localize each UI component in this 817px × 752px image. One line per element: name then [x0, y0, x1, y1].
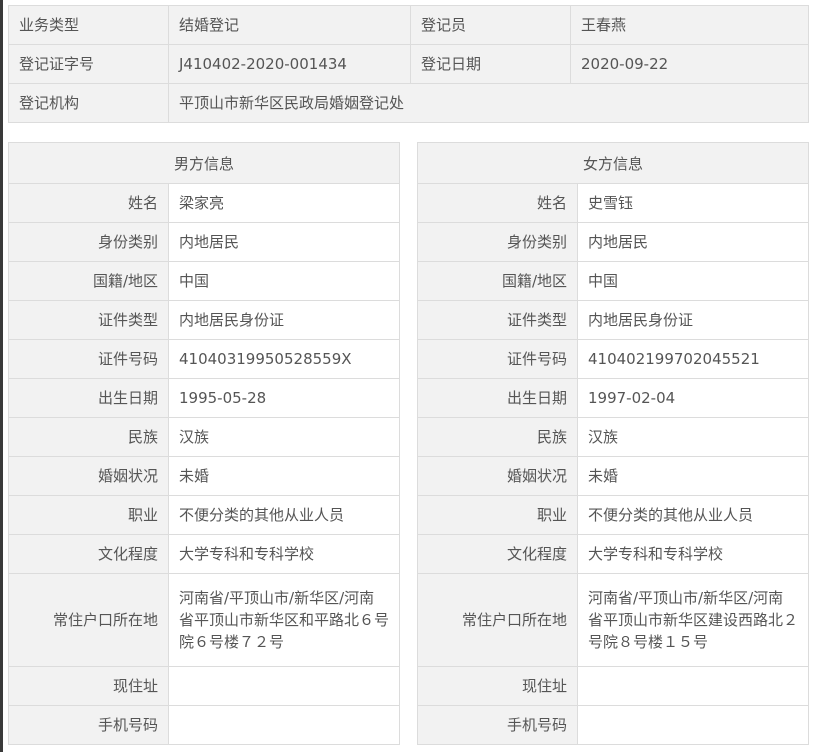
- table-row: 手机号码: [8, 705, 400, 745]
- date-value: 2020-09-22: [570, 44, 809, 84]
- male-field-label: 证件号码: [8, 339, 169, 379]
- female-field-value: 河南省/平顶山市/新华区/河南省平顶山市新华区建设西路北２号院８号楼１５号: [577, 573, 809, 667]
- window-edge: [0, 0, 3, 752]
- male-field-label: 婚姻状况: [8, 456, 169, 496]
- business-type-value: 结婚登记: [168, 5, 411, 45]
- male-field-value: 内地居民: [168, 222, 400, 262]
- male-field-label: 文化程度: [8, 534, 169, 574]
- male-field-label: 职业: [8, 495, 169, 535]
- male-field-value: 中国: [168, 261, 400, 301]
- table-row: 登记机构 平顶山市新华区民政局婚姻登记处: [8, 83, 809, 123]
- female-field-value: [577, 666, 809, 706]
- female-field-value: 不便分类的其他从业人员: [577, 495, 809, 535]
- female-field-label: 手机号码: [417, 705, 578, 745]
- female-field-label: 婚姻状况: [417, 456, 578, 496]
- table-row: 职业 不便分类的其他从业人员: [8, 495, 400, 535]
- cert-no-value: J410402-2020-001434: [168, 44, 411, 84]
- registrar-label: 登记员: [410, 5, 571, 45]
- table-row: 职业 不便分类的其他从业人员: [417, 495, 809, 535]
- female-info-title: 女方信息: [417, 142, 809, 184]
- table-row: 身份类别 内地居民: [8, 222, 400, 262]
- male-field-label: 出生日期: [8, 378, 169, 418]
- table-row: 姓名 史雪钰: [417, 183, 809, 223]
- male-field-label: 手机号码: [8, 705, 169, 745]
- female-field-label: 国籍/地区: [417, 261, 578, 301]
- female-field-value: 汉族: [577, 417, 809, 457]
- registration-table: 业务类型 结婚登记 登记员 王春燕 登记证字号 J410402-2020-001…: [8, 5, 809, 123]
- male-field-value: [168, 666, 400, 706]
- female-field-label: 民族: [417, 417, 578, 457]
- registrar-value: 王春燕: [570, 5, 809, 45]
- table-row: 证件号码 410402199702045521: [417, 339, 809, 379]
- female-field-label: 职业: [417, 495, 578, 535]
- cert-no-label: 登记证字号: [8, 44, 169, 84]
- table-row: 文化程度 大学专科和专科学校: [8, 534, 400, 574]
- table-row: 婚姻状况 未婚: [8, 456, 400, 496]
- male-field-value: 梁家亮: [168, 183, 400, 223]
- female-field-value: 大学专科和专科学校: [577, 534, 809, 574]
- table-row: 现住址: [417, 666, 809, 706]
- table-row: 婚姻状况 未婚: [417, 456, 809, 496]
- business-type-label: 业务类型: [8, 5, 169, 45]
- female-field-label: 现住址: [417, 666, 578, 706]
- male-field-label: 现住址: [8, 666, 169, 706]
- male-field-label: 姓名: [8, 183, 169, 223]
- male-field-label: 民族: [8, 417, 169, 457]
- table-row: 文化程度 大学专科和专科学校: [417, 534, 809, 574]
- table-row: 证件类型 内地居民身份证: [8, 300, 400, 340]
- table-row: 出生日期 1995-05-28: [8, 378, 400, 418]
- male-field-value: 河南省/平顶山市/新华区/河南省平顶山市新华区和平路北６号院６号楼７２号: [168, 573, 400, 667]
- male-info-title: 男方信息: [8, 142, 400, 184]
- table-row: 民族 汉族: [8, 417, 400, 457]
- table-row: 姓名 梁家亮: [8, 183, 400, 223]
- table-row: 证件号码 41040319950528559X: [8, 339, 400, 379]
- male-field-value: 1995-05-28: [168, 378, 400, 418]
- table-row: 业务类型 结婚登记 登记员 王春燕: [8, 5, 809, 45]
- female-field-label: 姓名: [417, 183, 578, 223]
- table-row: 常住户口所在地 河南省/平顶山市/新华区/河南省平顶山市新华区建设西路北２号院８号…: [417, 573, 809, 667]
- female-field-label: 文化程度: [417, 534, 578, 574]
- male-field-label: 身份类别: [8, 222, 169, 262]
- table-row: 手机号码: [417, 705, 809, 745]
- table-row: 证件类型 内地居民身份证: [417, 300, 809, 340]
- male-field-value: 汉族: [168, 417, 400, 457]
- female-field-label: 出生日期: [417, 378, 578, 418]
- female-field-label: 常住户口所在地: [417, 573, 578, 667]
- female-info-table: 女方信息 姓名 史雪钰 身份类别 内地居民 国籍/地区 中国 证件类型 内地居民身份证 证件号码 4…: [417, 142, 809, 745]
- agency-label: 登记机构: [8, 83, 169, 123]
- date-label: 登记日期: [410, 44, 571, 84]
- male-field-value: 大学专科和专科学校: [168, 534, 400, 574]
- male-field-value: 未婚: [168, 456, 400, 496]
- male-info-table: 男方信息 姓名 梁家亮 身份类别 内地居民 国籍/地区 中国 证件类型 内地居民身份证 证件号码 4…: [8, 142, 400, 745]
- table-row: 常住户口所在地 河南省/平顶山市/新华区/河南省平顶山市新华区和平路北６号院６号楼…: [8, 573, 400, 667]
- male-field-value: 41040319950528559X: [168, 339, 400, 379]
- male-field-label: 国籍/地区: [8, 261, 169, 301]
- male-field-value: [168, 705, 400, 745]
- table-row: 身份类别 内地居民: [417, 222, 809, 262]
- female-field-value: 史雪钰: [577, 183, 809, 223]
- female-field-value: 内地居民身份证: [577, 300, 809, 340]
- male-field-value: 不便分类的其他从业人员: [168, 495, 400, 535]
- agency-value: 平顶山市新华区民政局婚姻登记处: [168, 83, 809, 123]
- female-field-value: 1997-02-04: [577, 378, 809, 418]
- table-row: 国籍/地区 中国: [8, 261, 400, 301]
- female-field-value: 内地居民: [577, 222, 809, 262]
- table-row: 民族 汉族: [417, 417, 809, 457]
- male-field-value: 内地居民身份证: [168, 300, 400, 340]
- male-field-label: 常住户口所在地: [8, 573, 169, 667]
- table-row: 国籍/地区 中国: [417, 261, 809, 301]
- table-row: 现住址: [8, 666, 400, 706]
- female-field-value: 410402199702045521: [577, 339, 809, 379]
- female-field-value: [577, 705, 809, 745]
- female-field-label: 证件类型: [417, 300, 578, 340]
- female-field-value: 中国: [577, 261, 809, 301]
- male-field-label: 证件类型: [8, 300, 169, 340]
- female-field-label: 证件号码: [417, 339, 578, 379]
- table-row: 登记证字号 J410402-2020-001434 登记日期 2020-09-2…: [8, 44, 809, 84]
- table-row: 出生日期 1997-02-04: [417, 378, 809, 418]
- female-field-value: 未婚: [577, 456, 809, 496]
- female-field-label: 身份类别: [417, 222, 578, 262]
